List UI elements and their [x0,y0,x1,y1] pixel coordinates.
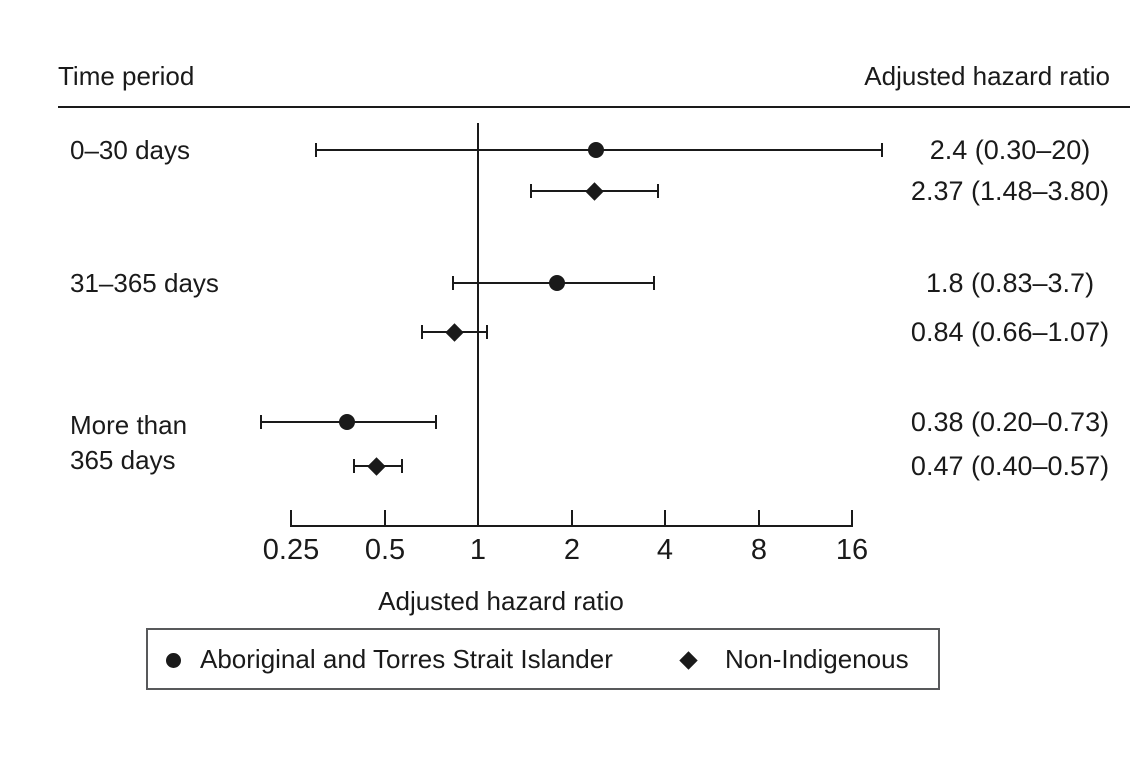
error-bar-cap-low [452,276,454,290]
marker-circle [588,142,604,158]
x-tick-mark [664,510,666,527]
hazard-ratio-value: 0.47 (0.40–0.57) [910,451,1110,481]
hazard-ratio-value: 1.8 (0.83–3.7) [925,268,1095,298]
x-tick-label: 16 [835,534,869,566]
error-bar-cap-high [435,415,437,429]
column-header-time-period: Time period [58,61,195,91]
marker-diamond [367,456,386,476]
legend-diamond-icon [679,651,698,670]
x-tick-label: 0.25 [262,534,320,566]
x-tick-mark [290,510,292,527]
marker-circle [339,414,355,430]
group-label: 31–365 days [70,268,219,298]
legend-box: Aboriginal and Torres Strait Islander No… [146,628,940,690]
x-tick-label: 4 [656,534,674,566]
x-tick-label: 8 [750,534,768,566]
legend-circle-icon [166,653,181,668]
hazard-ratio-value: 0.84 (0.66–1.07) [910,317,1110,347]
error-bar-cap-high [401,459,403,473]
legend-label-aboriginal-torres-strait-islander: Aboriginal and Torres Strait Islander [200,643,613,674]
group-label: More than 365 days [70,410,188,475]
x-axis-title: Adjusted hazard ratio [378,586,624,616]
marker-circle [549,275,565,291]
marker-diamond [585,181,604,201]
x-tick-mark [758,510,760,527]
x-tick-mark [477,510,479,527]
x-tick-mark [384,510,386,527]
error-bar-cap-low [353,459,355,473]
legend-label-non-indigenous: Non-Indigenous [725,643,909,674]
error-bar-cap-low [421,325,423,339]
hazard-ratio-value: 2.37 (1.48–3.80) [910,176,1110,206]
error-bar-cap-low [530,184,532,198]
marker-diamond [445,322,464,342]
x-tick-mark [571,510,573,527]
column-header-adjusted-hazard-ratio: Adjusted hazard ratio [864,61,1110,91]
error-bar-cap-high [881,143,883,157]
hazard-ratio-value: 0.38 (0.20–0.73) [910,407,1110,437]
error-bar-cap-high [653,276,655,290]
x-tick-label: 2 [563,534,581,566]
error-bar-cap-high [657,184,659,198]
x-tick-mark [851,510,853,527]
hazard-ratio-value: 2.4 (0.30–20) [929,135,1091,165]
x-tick-label: 0.5 [364,534,406,566]
reference-line-hr-1 [477,123,479,527]
error-bar-cap-high [486,325,488,339]
header-rule [58,106,1130,108]
group-label: 0–30 days [70,135,190,165]
error-bar-cap-low [260,415,262,429]
x-tick-label: 1 [469,534,487,566]
error-bar-cap-low [315,143,317,157]
